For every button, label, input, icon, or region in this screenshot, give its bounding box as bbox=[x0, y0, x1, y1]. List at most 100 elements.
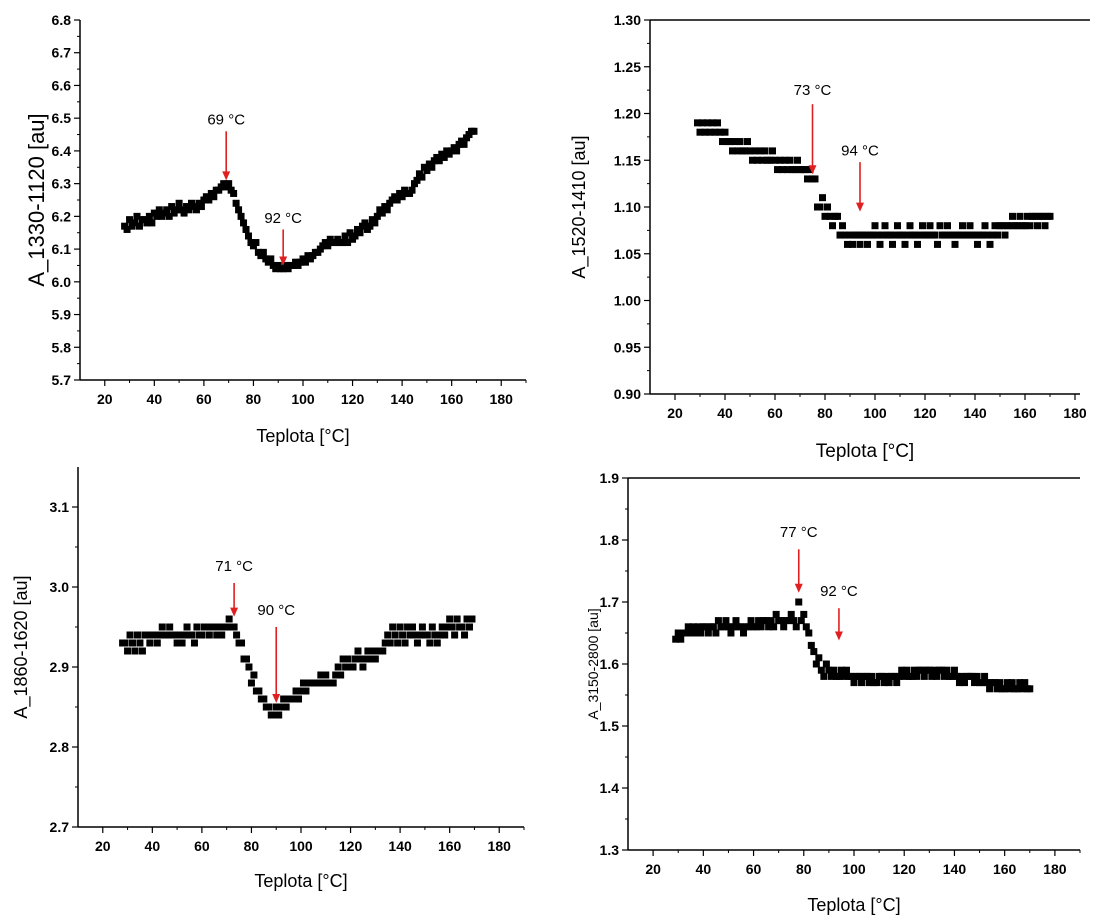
data-point bbox=[322, 671, 330, 679]
data-point bbox=[994, 231, 1001, 239]
data-point bbox=[779, 166, 786, 174]
data-point bbox=[819, 194, 826, 202]
annotation-label: 69 °C bbox=[207, 112, 245, 129]
data-point bbox=[153, 639, 161, 647]
x-tick-label: 180 bbox=[1063, 405, 1087, 421]
x-tick-label: 40 bbox=[145, 838, 161, 854]
data-point bbox=[339, 239, 347, 247]
y-tick-label: 6.6 bbox=[52, 77, 72, 93]
x-tick-label: 100 bbox=[291, 391, 315, 407]
x-tick-label: 140 bbox=[963, 405, 987, 421]
data-point bbox=[230, 189, 238, 197]
data-point bbox=[344, 655, 352, 663]
data-point bbox=[950, 666, 958, 674]
data-point bbox=[689, 623, 697, 631]
data-point bbox=[282, 703, 290, 711]
y-tick-label: 1.7 bbox=[600, 594, 620, 610]
data-series bbox=[694, 119, 1054, 248]
data-point bbox=[158, 623, 166, 631]
y-tick-label: 6.5 bbox=[52, 110, 72, 126]
y-tick-label: 1.25 bbox=[614, 59, 641, 75]
data-point bbox=[752, 623, 760, 631]
y-tick-label: 1.15 bbox=[614, 152, 641, 168]
data-point bbox=[416, 631, 424, 639]
data-point bbox=[252, 239, 260, 247]
data-point bbox=[168, 203, 176, 211]
y-axis-title: A_1860-1620 [au] bbox=[11, 575, 32, 718]
data-point bbox=[908, 672, 916, 680]
data-point bbox=[895, 672, 903, 680]
data-point bbox=[205, 196, 213, 204]
data-point bbox=[747, 617, 755, 625]
data-point bbox=[989, 231, 996, 239]
x-tick-label: 160 bbox=[1013, 405, 1037, 421]
data-point bbox=[155, 206, 163, 214]
data-point bbox=[180, 209, 188, 217]
data-point bbox=[790, 617, 798, 625]
data-point bbox=[784, 166, 791, 174]
data-point bbox=[920, 672, 928, 680]
data-point bbox=[461, 631, 469, 639]
data-point bbox=[835, 672, 843, 680]
data-point bbox=[1003, 679, 1011, 687]
data-point bbox=[800, 610, 808, 618]
data-point bbox=[260, 695, 268, 703]
data-point bbox=[192, 206, 200, 214]
data-point bbox=[302, 687, 310, 695]
data-point bbox=[1026, 685, 1034, 693]
data-point bbox=[911, 231, 919, 239]
data-point bbox=[839, 222, 846, 230]
data-point bbox=[270, 711, 278, 719]
data-point bbox=[299, 679, 307, 687]
x-tick-label: 80 bbox=[817, 405, 833, 421]
data-point bbox=[441, 631, 449, 639]
data-point bbox=[984, 231, 991, 239]
data-point bbox=[891, 231, 899, 239]
data-point bbox=[900, 672, 908, 680]
x-axis-title: Teplota [°C] bbox=[254, 871, 347, 891]
y-tick-label: 1.4 bbox=[600, 780, 620, 796]
data-point bbox=[361, 655, 369, 663]
data-point bbox=[413, 639, 421, 647]
data-point bbox=[188, 631, 196, 639]
data-point bbox=[709, 119, 716, 127]
data-point bbox=[391, 631, 399, 639]
data-point bbox=[876, 240, 884, 248]
data-point bbox=[356, 655, 364, 663]
data-point bbox=[815, 654, 823, 662]
data-point bbox=[874, 231, 881, 239]
data-point bbox=[940, 672, 948, 680]
y-tick-label: 1.30 bbox=[614, 12, 641, 28]
data-point bbox=[448, 623, 456, 631]
data-point bbox=[131, 219, 139, 227]
x-tick-label: 40 bbox=[717, 405, 733, 421]
data-point bbox=[1016, 679, 1024, 687]
data-point bbox=[865, 679, 873, 687]
data-point bbox=[371, 655, 379, 663]
data-point bbox=[694, 119, 701, 127]
data-point bbox=[978, 679, 986, 687]
data-point bbox=[889, 240, 896, 248]
data-point bbox=[1001, 231, 1009, 239]
annotation-label: 94 °C bbox=[841, 143, 879, 160]
data-point bbox=[826, 212, 834, 220]
y-tick-label: 1.9 bbox=[600, 470, 620, 486]
data-point bbox=[267, 255, 275, 263]
data-point bbox=[349, 663, 357, 671]
data-point bbox=[716, 128, 724, 136]
data-point bbox=[974, 240, 981, 248]
x-tick-label: 80 bbox=[796, 861, 812, 877]
data-point bbox=[378, 209, 386, 217]
data-point bbox=[295, 695, 303, 703]
data-point bbox=[878, 672, 886, 680]
data-point bbox=[339, 655, 347, 663]
data-point bbox=[672, 635, 680, 643]
x-tick-label: 160 bbox=[440, 391, 464, 407]
annotation: 71 °C bbox=[215, 558, 253, 617]
data-point bbox=[714, 617, 722, 625]
data-point bbox=[959, 222, 966, 230]
y-tick-label: 0.95 bbox=[614, 339, 641, 355]
y-tick-label: 6.7 bbox=[52, 45, 72, 61]
data-point bbox=[885, 679, 893, 687]
data-point bbox=[1021, 679, 1029, 687]
